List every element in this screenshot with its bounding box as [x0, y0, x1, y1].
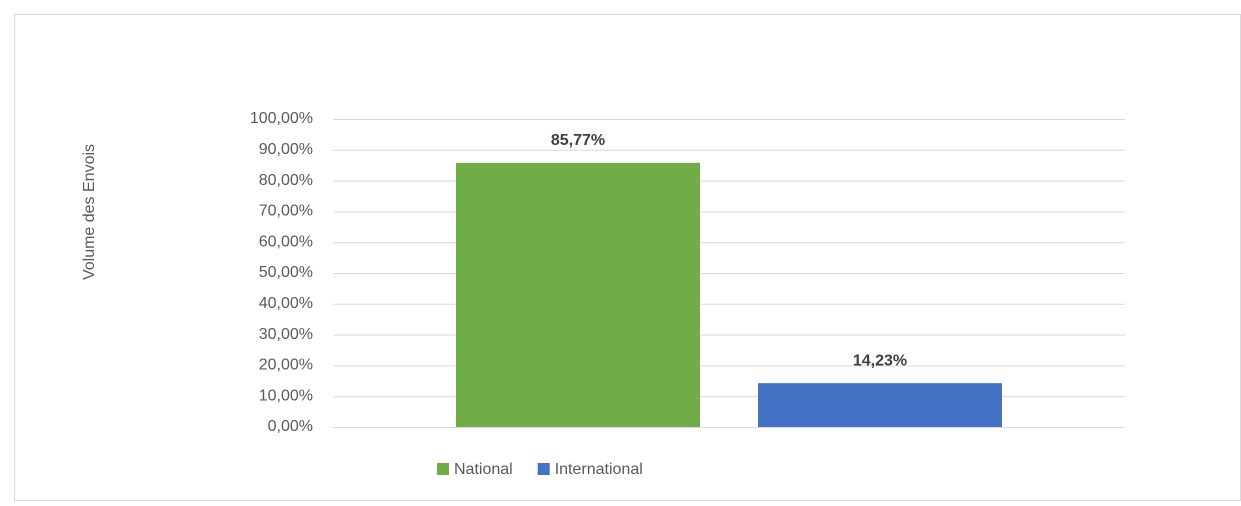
y-tick-label: 0,00% — [268, 418, 313, 435]
data-label: 85,77% — [551, 132, 605, 149]
y-tick-label: 80,00% — [259, 172, 313, 189]
y-tick-label: 90,00% — [259, 141, 313, 158]
y-tick-label: 50,00% — [259, 264, 313, 281]
y-tick-label: 30,00% — [259, 326, 313, 343]
y-tick-label: 40,00% — [259, 295, 313, 312]
y-tick-label: 70,00% — [259, 203, 313, 220]
bar — [456, 162, 700, 427]
data-label: 14,23% — [853, 352, 907, 369]
y-tick-label: 10,00% — [259, 387, 313, 404]
legend-label: International — [555, 461, 643, 478]
legend-swatch — [537, 463, 550, 475]
bar — [758, 383, 1002, 427]
y-tick-label: 100,00% — [250, 110, 313, 127]
y-tick-label: 60,00% — [259, 233, 313, 250]
y-tick-label: 20,00% — [259, 357, 313, 374]
y-axis-title: Volume des Envois — [81, 144, 98, 280]
legend-label: National — [454, 461, 513, 478]
legend-swatch — [437, 463, 449, 475]
